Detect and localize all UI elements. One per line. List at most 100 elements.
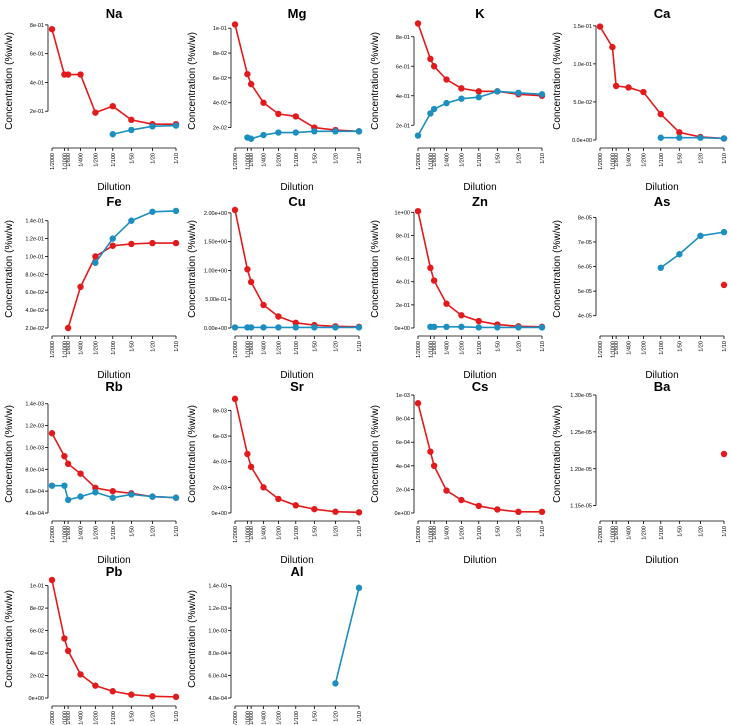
data-point-blue [109,494,116,501]
y-axis-label: Concentration (%w/w) [187,405,198,503]
data-point-blue [109,235,116,242]
x-tick-label: 1/200 [276,341,282,355]
y-tick-label: 6.0e-04 [25,489,44,495]
x-tick-label: 1/100 [294,153,300,167]
x-tick-label: 1/200 [276,153,282,167]
y-tick-label: 0e+00 [395,511,410,517]
series-line-red [417,23,543,97]
x-axis-label: Dilution [645,370,678,381]
x-tick-label: 1/10 [174,341,180,352]
y-tick-label: 0e+00 [29,696,44,702]
x-tick-label: 1/10 [357,526,363,537]
x-axis-label: Dilution [97,370,130,381]
data-point-blue [458,95,465,102]
x-tick-label: 1/100 [294,711,300,725]
x-tick-label: 1/200 [93,341,99,355]
data-point-blue [128,491,135,498]
x-tick-label: 1/400 [79,526,85,540]
data-point-blue [458,323,465,331]
data-point-red [231,21,239,28]
y-tick-label: 1e-01 [30,584,44,590]
y-tick-label: 4e-02 [30,651,44,657]
data-point-blue [311,324,318,331]
data-point-red [260,301,267,309]
x-tick-label: 1/20 [698,526,704,537]
x-tick-label: 1/400 [627,341,633,355]
y-tick-label: 4e-02 [213,101,227,107]
data-point-red [64,71,72,78]
y-tick-label: 1e-03 [396,393,410,399]
x-tick-label: 1/1000 [62,711,68,725]
panel-title: Zn [472,194,488,209]
data-point-red [231,206,239,214]
y-tick-label: 8e-02 [213,51,227,57]
data-point-red [538,508,546,516]
y-tick-label: 6.0e-04 [208,674,227,680]
series-line-blue [112,124,177,136]
data-point-blue [515,324,522,331]
x-tick-label: 1/1000 [428,526,434,543]
panel-rb: Rb 4.0e-04 6.0e-04 8.0e-04 1.0e-03 1.2e-03 1.4… [4,379,180,566]
x-tick-label: 1/800 [66,711,72,725]
y-tick-label: 8e-01 [396,35,410,41]
y-tick-label: 1.0e-03 [25,445,44,451]
x-tick-label: 1/10 [357,711,363,722]
y-axis-label: Concentration (%w/w) [370,32,381,130]
y-axis-label: Concentration (%w/w) [552,220,563,318]
x-tick-label: 1/800 [614,153,620,167]
data-point-red [260,99,267,106]
data-point-blue [657,264,664,271]
y-tick-label: 1e+00 [395,210,410,216]
data-point-blue [172,207,180,215]
x-tick-label: 1/50 [312,341,318,352]
data-point-red [172,239,180,247]
x-tick-label: 1/10 [174,711,180,722]
data-point-red [609,43,616,51]
y-axis-label: Concentration (%w/w) [187,590,198,688]
data-point-blue [172,494,180,501]
y-tick-label: 6.0e-02 [25,290,44,296]
data-point-blue [149,208,156,215]
x-tick-label: 1/50 [677,526,683,537]
y-tick-label: 1.4e-01 [25,219,44,225]
y-tick-label: 1e-01 [213,26,227,32]
y-axis-label: Concentration (%w/w) [187,32,198,130]
x-tick-label: 1/10 [174,526,180,537]
x-tick-label: 1/10 [722,341,728,352]
x-tick-label: 1/2000 [50,526,56,543]
x-tick-label: 1/100 [659,341,665,355]
data-point-red [720,450,728,458]
x-tick-label: 1/100 [111,711,117,725]
x-tick-label: 1/200 [276,711,282,725]
series-line-red [67,242,176,329]
x-axis-label: Dilution [280,370,313,381]
y-tick-label: 2e-01 [396,303,410,309]
y-tick-label: 6e-05 [578,265,592,271]
data-point-red [676,129,683,136]
data-point-red [475,502,482,510]
x-tick-label: 1/20 [150,526,156,537]
x-tick-label: 1/1000 [428,153,434,170]
y-tick-label: 8e-02 [30,606,44,612]
x-tick-label: 1/1000 [245,341,251,358]
data-point-red [475,88,482,95]
data-point-blue [92,259,99,266]
data-point-blue [311,128,318,135]
panel-zn: Zn 0e+00 2e-01 4e-01 6e-01 8e-01 1e+00 1/2000 1/… [370,194,546,381]
series-line-red [599,26,725,140]
panel-cu: Cu 0.00e+00 5.00e-01 1.00e+00 1.50e+00 2.00e+… [187,194,363,381]
data-point-blue [538,324,546,331]
data-point-red [275,110,282,118]
x-tick-label: 1/10 [540,153,546,164]
data-point-red [430,277,438,284]
x-tick-label: 1/10 [540,526,546,537]
data-point-red [458,312,465,319]
x-tick-label: 1/200 [641,341,647,355]
y-tick-label: 6e-02 [30,629,44,635]
y-tick-label: 6e-01 [30,52,44,58]
y-tick-label: 6e-03 [213,434,227,440]
y-tick-label: 1.30e-05 [570,393,592,399]
panel-title: K [475,6,485,21]
data-point-blue [247,135,255,142]
x-tick-label: 1/20 [698,153,704,164]
